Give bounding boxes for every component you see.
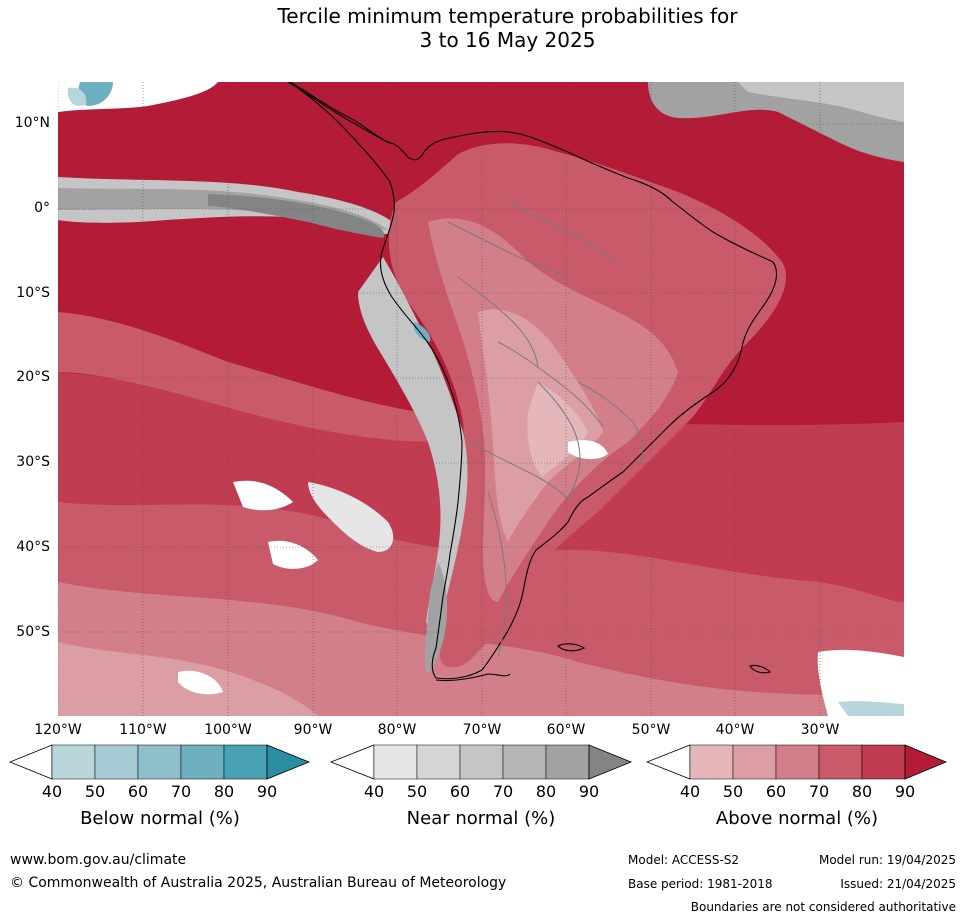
model-run-text: Model run: 19/04/2025 [818, 853, 956, 867]
colorbar-below-over [266, 744, 311, 780]
region-pacific-near-40 [308, 482, 394, 552]
colorbar-below-bin-2 [137, 744, 182, 780]
probability-map [58, 82, 904, 716]
region-atlantic-near-60 [738, 82, 904, 122]
region-andes-below [413, 322, 431, 342]
colorbar-below-bin-4 [223, 744, 268, 780]
lat-label-10n: 10°N [14, 115, 50, 131]
colorbar-near-tick: 70 [492, 782, 514, 801]
colorbar-above-bin-3 [818, 744, 863, 780]
issued-text: Issued: 21/04/2025 [840, 877, 956, 891]
colorbar-below-tick: 80 [213, 782, 235, 801]
map-svg [58, 82, 904, 716]
country-borders [447, 201, 644, 658]
colorbar-near-tick: 60 [449, 782, 471, 801]
colorbar-above-title: Above normal (%) [715, 808, 879, 829]
colorbar-above-bin-2 [775, 744, 820, 780]
region-south-east-white [817, 649, 904, 716]
region-equator-near-90 [208, 194, 385, 238]
colorbar-near-title: Near normal (%) [406, 808, 556, 829]
colorbar-below-bin-0 [51, 744, 96, 780]
lat-label-0: 0° [34, 200, 50, 216]
title-line-1: Tercile minimum temperature probabilitie… [277, 4, 738, 28]
colorbar-above-tick: 70 [808, 782, 830, 801]
lon-label-70w: 70°W [462, 722, 502, 738]
region-south-60 [58, 582, 904, 716]
colorbar-below-bin-1 [94, 744, 139, 780]
graticule [58, 82, 904, 716]
region-south-east-below [838, 701, 904, 716]
website-link[interactable]: www.bom.gov.au/climate [10, 852, 187, 868]
lon-label-90w: 90°W [293, 722, 333, 738]
title-line-2: 3 to 16 May 2025 [419, 28, 596, 52]
colorbar-above-tick: 40 [679, 782, 701, 801]
model-text: Model: ACCESS-S2 [628, 853, 740, 867]
lon-label-80w: 80°W [377, 722, 417, 738]
colorbar-below-bin-3 [180, 744, 225, 780]
coastline-falklands [557, 643, 586, 652]
coastline-south-georgia [749, 664, 772, 674]
colorbar-below-tick: 70 [170, 782, 192, 801]
colorbar-below-tick: 90 [256, 782, 278, 801]
colorbar-below-tick: 40 [41, 782, 63, 801]
colorbar-above-tick: 90 [894, 782, 916, 801]
colorbar-near-bin-2 [459, 744, 504, 780]
region-ne-pacific-below-light [67, 87, 87, 107]
colorbar-above-tick: 50 [722, 782, 744, 801]
colorbar-near-tick: 50 [406, 782, 428, 801]
lon-label-100w: 100°W [204, 722, 252, 738]
lat-label-20s: 20°S [16, 369, 50, 385]
colorbar-above-over [904, 744, 948, 780]
lon-label-30w: 30°W [800, 722, 840, 738]
colorbar-above-tick: 60 [765, 782, 787, 801]
region-continent-40 [527, 382, 588, 477]
lon-label-120w: 120°W [34, 722, 82, 738]
copyright-text: © Commonwealth of Australia 2025, Austra… [10, 875, 507, 891]
colorbar-below-under [8, 744, 53, 780]
colorbar-near-tick: 80 [535, 782, 557, 801]
colorbar-near-tick: 40 [363, 782, 385, 801]
region-andes-near-60 [358, 257, 468, 628]
colorbar-below-title: Below normal (%) [80, 808, 240, 829]
region-southwest-white [178, 670, 223, 695]
colorbar-below-tick: 60 [127, 782, 149, 801]
colorbar-near-bin-1 [416, 744, 461, 780]
colorbar-above-bin-0 [689, 744, 734, 780]
colorbar-above [645, 744, 948, 780]
region-brazil-white [568, 440, 608, 460]
colorbar-near-tick: 90 [578, 782, 600, 801]
region-pacific-white-1 [233, 480, 293, 511]
coastline-south-america [289, 82, 778, 680]
colorbar-above-under [645, 744, 691, 780]
colorbar-above-bin-1 [732, 744, 777, 780]
colorbar-above-bin-4 [861, 744, 906, 780]
lat-label-50s: 50°S [16, 624, 50, 640]
region-pacific-mid-70 [58, 312, 438, 442]
colorbar-above-tick: 80 [851, 782, 873, 801]
colorbar-near-bin-4 [545, 744, 590, 780]
disclaimer-text: Boundaries are not considered authoritat… [690, 900, 956, 914]
colorbar-below-tick: 50 [84, 782, 106, 801]
coastline-central-america [287, 82, 393, 145]
region-ne-pacific-below [78, 82, 113, 106]
coastline-tierra-del-fuego [435, 673, 511, 682]
lon-label-110w: 110°W [119, 722, 167, 738]
region-pacific-white-2 [268, 540, 318, 569]
lon-label-50w: 50°W [631, 722, 671, 738]
lon-label-60w: 60°W [546, 722, 586, 738]
chart-title: Tercile minimum temperature probabilitie… [0, 4, 965, 52]
colorbar-below [8, 744, 311, 780]
colorbar-near-under [329, 744, 375, 780]
lat-label-30s: 30°S [16, 454, 50, 470]
base-period-text: Base period: 1981-2018 [628, 877, 773, 891]
lat-label-40s: 40°S [16, 539, 50, 555]
colorbar-near-over [588, 744, 633, 780]
colorbar-near [329, 744, 633, 780]
region-andes-near-80 [425, 562, 448, 673]
colorbar-near-bin-0 [373, 744, 418, 780]
colorbar-near-bin-3 [502, 744, 547, 780]
lon-label-40w: 40°W [715, 722, 755, 738]
lat-label-10s: 10°S [16, 285, 50, 301]
